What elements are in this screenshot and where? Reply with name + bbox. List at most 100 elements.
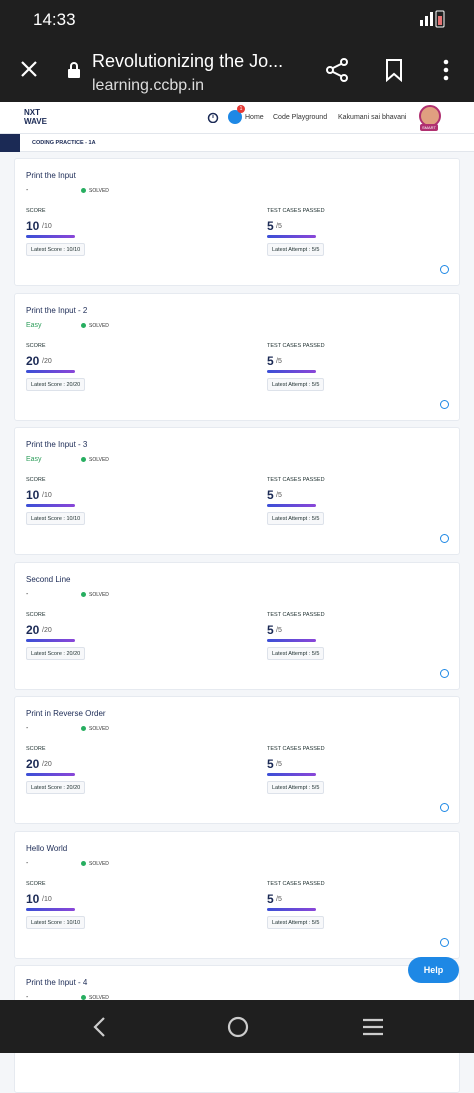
latest-attempt: Latest Attempt : 5/5 (267, 377, 325, 391)
avatar-badge: SMART (420, 124, 438, 131)
open-arrow[interactable] (440, 937, 449, 947)
close-button[interactable] (20, 60, 38, 78)
problem-title: Print the Input - 2 (26, 305, 88, 315)
score-max: /20 (42, 626, 52, 634)
tests: 5 (267, 622, 274, 637)
score-label: SCORE (26, 611, 46, 618)
score: 10 (26, 219, 40, 233)
tests: 5 (267, 757, 274, 771)
score-bar (26, 773, 75, 776)
menu-button[interactable] (442, 58, 450, 82)
score-max: /20 (42, 761, 52, 768)
score-bar (26, 907, 75, 911)
logo-bottom[interactable]: WAVE (24, 117, 47, 126)
score: 10 (26, 488, 40, 502)
status-dot (81, 860, 86, 866)
latest-score: Latest Score : 20/20 (26, 377, 86, 391)
tests-bar (267, 235, 316, 238)
tests-max: /5 (276, 895, 282, 903)
tests-max: /5 (276, 357, 282, 365)
open-arrow[interactable] (440, 668, 449, 678)
tests-max: /5 (276, 761, 282, 768)
tests-bar (267, 369, 316, 373)
score: 20 (26, 757, 40, 771)
difficulty: - (26, 187, 29, 194)
latest-score: Latest Score : 20/20 (26, 781, 86, 794)
tests-label: TEST CASES PASSED (267, 746, 325, 752)
nav-playground[interactable]: Code Playground (273, 114, 328, 121)
problem-title: Print in Reverse Order (26, 709, 106, 718)
open-arrow[interactable] (440, 803, 449, 812)
score-bar (26, 235, 75, 238)
tests-label: TEST CASES PASSED (267, 342, 325, 349)
latest-attempt: Latest Attempt : 5/5 (267, 243, 325, 256)
latest-score: Latest Score : 10/10 (26, 915, 86, 929)
score-bar (26, 638, 75, 642)
latest-attempt: Latest Attempt : 5/5 (267, 512, 325, 525)
timer-icon[interactable] (207, 111, 219, 123)
open-arrow[interactable] (440, 534, 449, 543)
nav-home[interactable]: Home (245, 114, 264, 121)
score-label: SCORE (26, 477, 46, 483)
tests-max: /5 (276, 492, 282, 499)
bookmark-button[interactable] (385, 58, 403, 82)
tests-label: TEST CASES PASSED (267, 208, 325, 214)
status-dot (81, 188, 86, 193)
logo-top[interactable]: NXT (24, 108, 40, 117)
status: SOLVED (89, 726, 109, 732)
nav-user[interactable]: Kakumani sai bhavani (338, 114, 407, 121)
difficulty: - (26, 725, 29, 732)
latest-score: Latest Score : 10/10 (26, 512, 86, 525)
score-label: SCORE (26, 208, 46, 214)
score-bar (26, 369, 75, 373)
tests-label: TEST CASES PASSED (267, 477, 325, 483)
difficulty: - (26, 994, 29, 1001)
browser-bar: Revolutionizing the Jo... learning.ccbp.… (0, 38, 474, 102)
tests: 5 (267, 488, 274, 502)
open-arrow[interactable] (440, 399, 449, 409)
difficulty: Easy (26, 321, 42, 329)
notification-icon[interactable] (228, 110, 242, 124)
problem-card[interactable]: Print the Input - SOLVED SCORE 10/10 Latest S… (14, 158, 460, 286)
problem-card[interactable]: Print the Input - 2 Easy SOLVED SCORE 20/20 L… (14, 292, 460, 421)
score: 20 (26, 353, 40, 368)
share-button[interactable] (325, 58, 349, 82)
score-max: /10 (42, 223, 52, 230)
score-bar (26, 504, 75, 507)
sidebar-toggle[interactable] (0, 134, 20, 152)
clock: 14:33 (33, 10, 76, 29)
status-dot (81, 457, 86, 462)
problem-card[interactable]: Second Line - SOLVED SCORE 20/20 Latest Score… (14, 561, 460, 690)
tests-max: /5 (276, 626, 282, 634)
score-label: SCORE (26, 880, 46, 887)
status-dot (81, 995, 86, 1000)
difficulty: Easy (26, 456, 42, 463)
score: 10 (26, 891, 40, 906)
tests: 5 (267, 891, 274, 906)
status-dot (81, 726, 86, 731)
open-arrow[interactable] (440, 265, 449, 274)
status: SOLVED (89, 995, 109, 1001)
page-title: Revolutionizing the Jo... (92, 51, 284, 71)
problem-card[interactable]: Print in Reverse Order - SOLVED SCORE 20/20 L… (14, 696, 460, 824)
status-dot (81, 591, 86, 597)
lock-icon (68, 62, 80, 78)
problem-card[interactable]: Hello World - SOLVED SCORE 10/10 Latest Score… (14, 830, 460, 959)
problem-title: Print the Input - 3 (26, 440, 88, 449)
latest-score: Latest Score : 10/10 (26, 243, 86, 256)
help-button[interactable]: Help (408, 957, 459, 983)
problem-card[interactable]: Print the Input - 3 Easy SOLVED SCORE 10/10 L… (14, 427, 460, 555)
score-max: /10 (42, 492, 52, 499)
tests-bar (267, 638, 316, 642)
tests-bar (267, 773, 316, 776)
score-label: SCORE (26, 342, 46, 349)
tests: 5 (267, 353, 274, 368)
nav-buttons[interactable] (90, 1016, 390, 1038)
score-label: SCORE (26, 746, 46, 752)
system-nav (0, 1000, 474, 1053)
status: SOLVED (89, 457, 109, 463)
page-url[interactable]: learning.ccbp.in (92, 77, 205, 94)
status: SOLVED (89, 188, 109, 194)
